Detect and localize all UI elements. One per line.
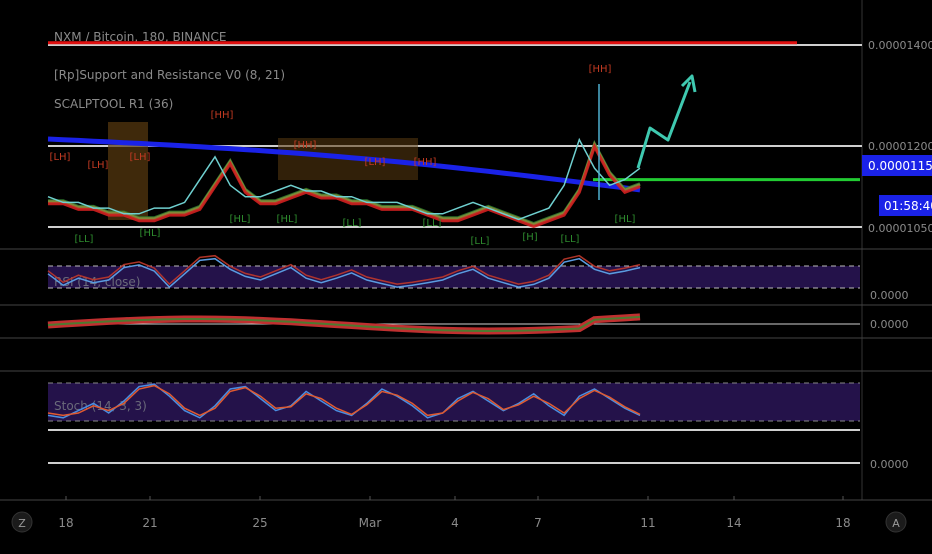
swing-label-6: [LH] xyxy=(130,152,151,163)
rsi-signal-line xyxy=(47,254,641,286)
x-tick-11: 11 xyxy=(640,516,655,530)
swing-label-15: [LL] xyxy=(471,236,490,247)
swing-label-16: [LL] xyxy=(561,234,580,245)
rsi-line xyxy=(47,257,641,289)
timer-tag: 01:58:40 xyxy=(884,199,932,213)
price-tick-1200: 0.00001200 xyxy=(868,140,932,153)
x-tick-14: 14 xyxy=(726,516,741,530)
auto-scale-button[interactable] xyxy=(885,511,907,533)
price-tag-bg xyxy=(862,155,932,176)
red-ma-ribbon xyxy=(48,142,641,229)
x-tick-25: 25 xyxy=(252,516,267,530)
swing-label-10: [HL] xyxy=(277,214,298,225)
price-tick-1050: 0.00001050 xyxy=(868,222,932,235)
scalptool-axis-value: 0.0000 xyxy=(870,318,909,331)
x-tick-mar: Mar xyxy=(359,516,382,530)
x-tick-7: 7 xyxy=(534,516,542,530)
swing-label-9: [HL] xyxy=(230,214,251,225)
swing-label-1: [HH] xyxy=(294,140,317,151)
supply-zone-1 xyxy=(108,122,148,220)
x-tick-18b: 18 xyxy=(835,516,850,530)
zoom-button-label: Z xyxy=(18,517,26,530)
x-tick-18: 18 xyxy=(58,516,73,530)
swing-label-0: [HH] xyxy=(211,110,234,121)
swing-label-4: [LH] xyxy=(50,152,71,163)
swing-label-5: [LH] xyxy=(88,160,109,171)
price-tag: 0.00001157 xyxy=(868,159,932,173)
swing-label-2: [HH] xyxy=(589,64,612,75)
swing-label-7: [LH] xyxy=(365,157,386,168)
price-tick-1400: 0.00001400 xyxy=(868,39,932,52)
x-tick-4: 4 xyxy=(451,516,459,530)
indicator-scalptool-label: SCALPTOOL R1 (36) xyxy=(54,97,173,111)
stoch-axis-value: 0.0000 xyxy=(870,458,909,471)
swing-label-13: [LL] xyxy=(343,218,362,229)
auto-scale-button-label: A xyxy=(892,517,900,530)
zoom-button[interactable] xyxy=(11,511,33,533)
scalptool-ribbon-green xyxy=(47,315,641,333)
swing-label-14: [LL] xyxy=(423,218,442,229)
stoch-line-D xyxy=(47,384,641,417)
indicator-sr-label: [Rp]Support and Resistance V0 (8, 21) xyxy=(54,68,285,82)
swing-label-12: [LL] xyxy=(75,234,94,245)
price-close-line xyxy=(47,137,641,221)
symbol-title: NXM / Bitcoin, 180, BINANCE xyxy=(54,30,226,44)
swing-label-8: [HL] xyxy=(140,228,161,239)
projection-arrow xyxy=(636,74,697,169)
rsi-axis-value: 0.0000 xyxy=(870,289,909,302)
rsi-band xyxy=(48,266,860,288)
olive-ma-ribbon xyxy=(48,140,641,227)
swing-label-17: [H] xyxy=(522,232,537,243)
swing-label-3: [HH] xyxy=(414,157,437,168)
x-tick-21: 21 xyxy=(142,516,157,530)
timer-tag-bg xyxy=(879,195,932,216)
stoch-label: Stoch (14, 3, 3) xyxy=(54,399,147,413)
blue-moving-average xyxy=(47,136,641,193)
swing-label-11: [HL] xyxy=(615,214,636,225)
